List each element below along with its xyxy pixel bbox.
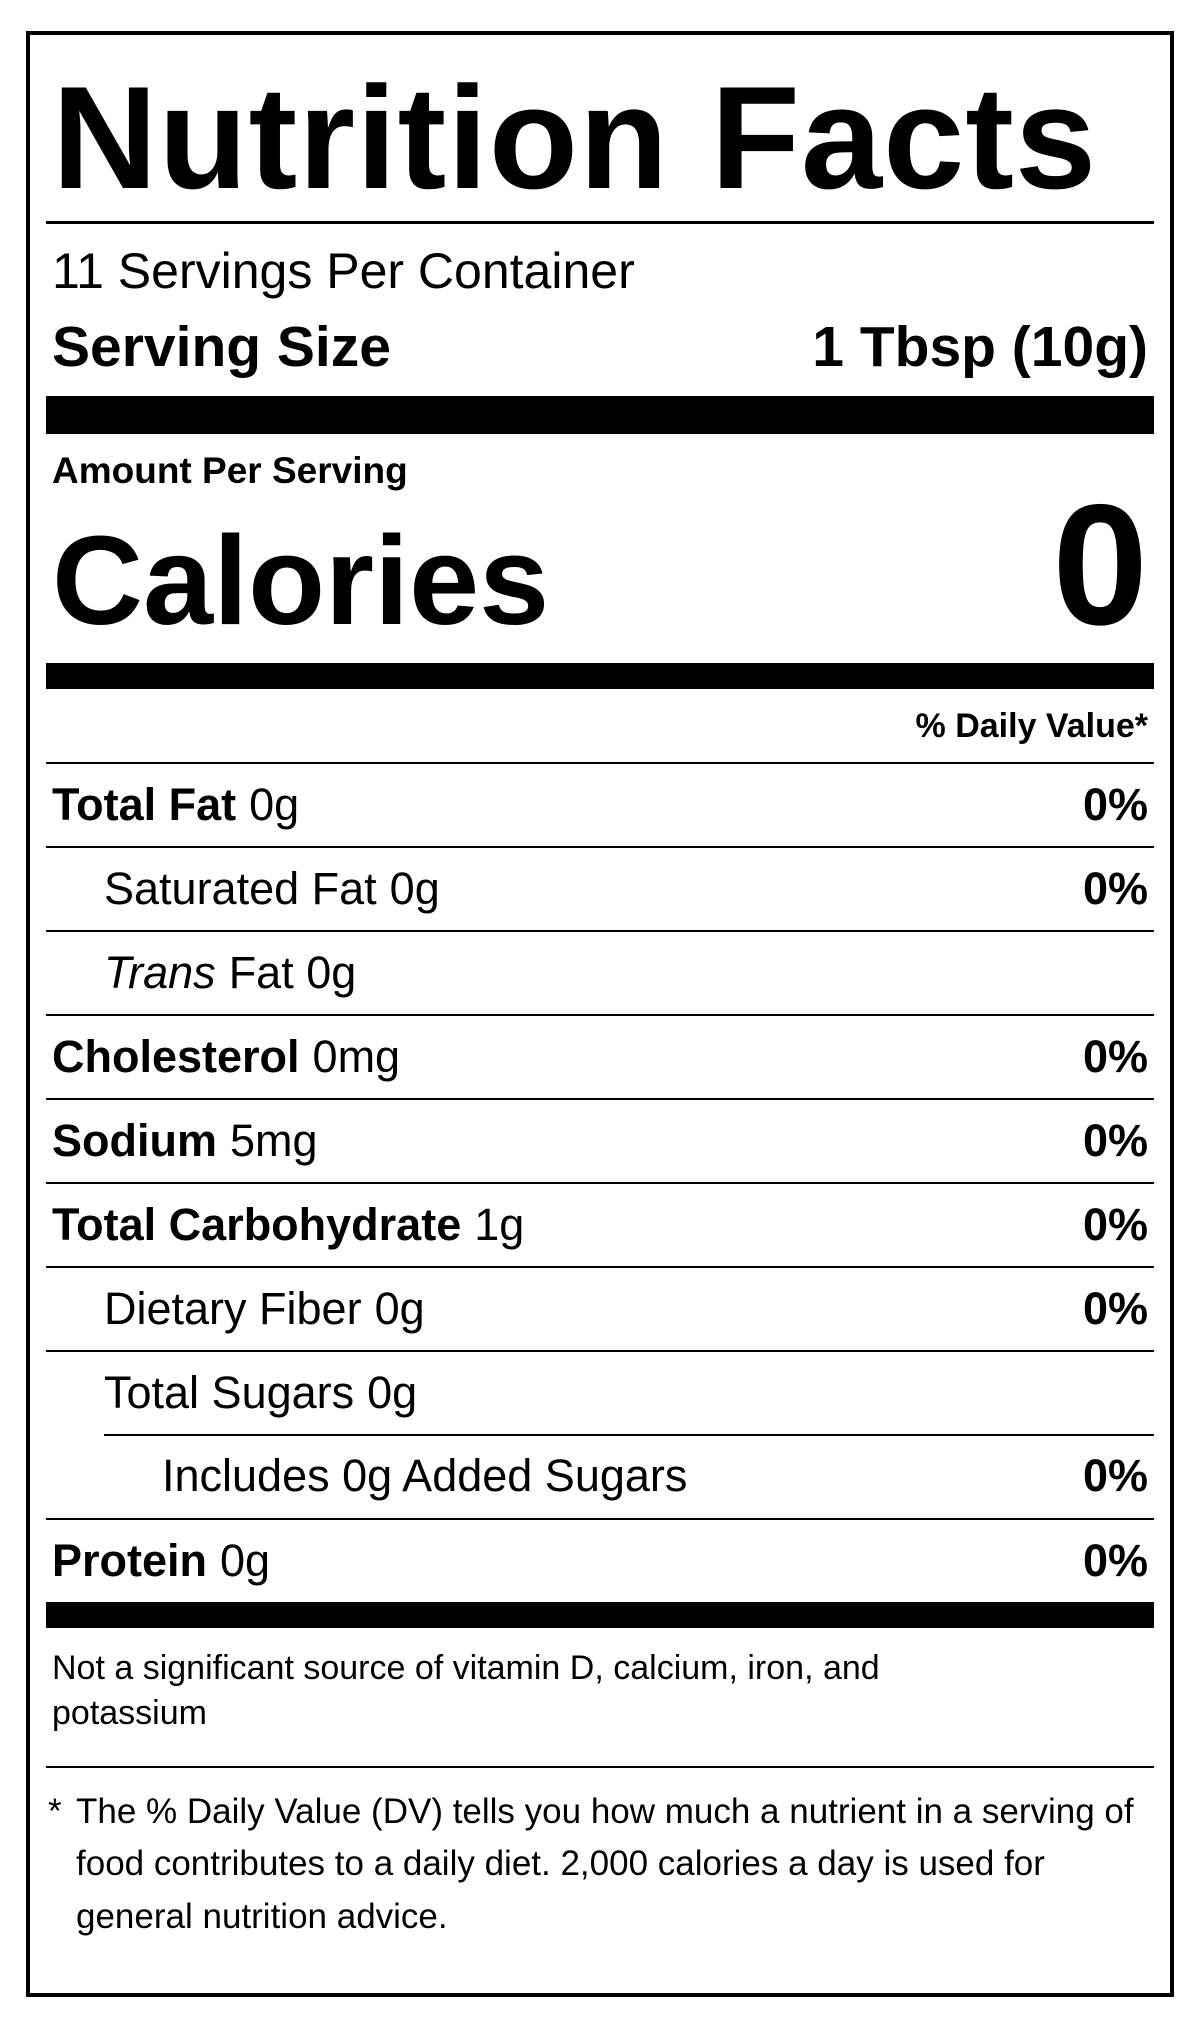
nutrient-amount: 1g <box>474 1199 525 1251</box>
nutrient-amount: 5mg <box>230 1115 318 1167</box>
not-significant-note: Not a significant source of vitamin D, c… <box>52 1649 880 1732</box>
nutrient-row-protein: Protein 0g 0% <box>46 1518 1154 1602</box>
daily-value-footnote: * The % Daily Value (DV) tells you how m… <box>46 1768 1154 1944</box>
nutrient-dv: 0% <box>1082 863 1148 915</box>
calories-value: 0 <box>1052 469 1148 661</box>
nutrient-dv: 0% <box>1082 1115 1148 1167</box>
servings-per-container: 11 Servings Per Container <box>52 243 635 299</box>
serving-size-value: 1 Tbsp (10g) <box>812 315 1148 379</box>
nutrient-name: Protein <box>52 1535 208 1587</box>
nutrient-dv: 0% <box>1082 1535 1148 1587</box>
footnote-asterisk: * <box>48 1791 62 1831</box>
nutrient-name: Total Carbohydrate <box>52 1199 462 1251</box>
nutrient-dv: 0% <box>1082 1450 1148 1502</box>
nutrient-name: Total Sugars <box>104 1367 355 1419</box>
nutrient-name: Total Fat <box>52 779 237 831</box>
serving-size-row: Serving Size 1 Tbsp (10g) <box>46 304 1154 396</box>
nutrient-row-sodium: Sodium 5mg 0% <box>46 1098 1154 1182</box>
nutrient-name: Includes 0g Added Sugars <box>162 1450 688 1502</box>
nutrient-row-trans-fat: Trans Fat 0g <box>46 930 1154 1014</box>
nutrient-amount: 0mg <box>312 1031 401 1083</box>
panel-title: Nutrition Facts <box>52 56 1098 219</box>
nutrient-amount: 0g <box>374 1283 425 1335</box>
nutrient-row-total-sugars: Total Sugars 0g <box>46 1350 1154 1434</box>
calories-label: Calories <box>52 510 550 651</box>
section-bar-medium-bottom <box>46 1602 1154 1629</box>
nutrient-row-added-sugars: Includes 0g Added Sugars 0% <box>46 1434 1154 1518</box>
calories-row: Calories 0 <box>46 469 1154 661</box>
nutrient-dv: 0% <box>1082 1031 1148 1083</box>
nutrient-name: Cholesterol <box>52 1031 300 1083</box>
nutrient-amount: 0g <box>367 1367 418 1419</box>
nutrient-dv: 0% <box>1082 779 1148 831</box>
nutrient-row-dietary-fiber: Dietary Fiber 0g 0% <box>46 1266 1154 1350</box>
nutrient-name: Trans <box>104 947 216 999</box>
nutrient-row-total-carbohydrate: Total Carbohydrate 1g 0% <box>46 1182 1154 1266</box>
nutrient-name: Sodium <box>52 1115 217 1167</box>
nutrient-row-saturated-fat: Saturated Fat 0g 0% <box>46 846 1154 930</box>
daily-value-header: % Daily Value* <box>915 707 1148 746</box>
footnote-text: The % Daily Value (DV) tells you how muc… <box>76 1791 1134 1936</box>
footnote-divider <box>46 1765 1154 1768</box>
nutrient-row-total-fat: Total Fat 0g 0% <box>46 762 1154 846</box>
nutrition-facts-panel: Nutrition Facts 11 Servings Per Containe… <box>26 31 1174 1997</box>
serving-size-label: Serving Size <box>52 315 391 379</box>
section-bar-medium <box>46 663 1154 690</box>
title-divider <box>46 221 1154 224</box>
nutrient-dv: 0% <box>1082 1199 1148 1251</box>
nutrient-row-cholesterol: Cholesterol 0mg 0% <box>46 1014 1154 1098</box>
nutrient-name: Saturated Fat <box>104 863 377 915</box>
nutrient-name: Dietary Fiber <box>104 1283 362 1335</box>
nutrient-dv: 0% <box>1082 1283 1148 1335</box>
nutrient-amount: 0g <box>220 1535 271 1587</box>
section-bar-thick <box>46 396 1154 434</box>
nutrient-amount: 0g <box>249 779 300 831</box>
nutrient-amount: 0g <box>389 863 440 915</box>
nutrient-amount: Fat 0g <box>228 947 357 999</box>
amount-per-serving-label: Amount Per Serving <box>52 450 408 491</box>
